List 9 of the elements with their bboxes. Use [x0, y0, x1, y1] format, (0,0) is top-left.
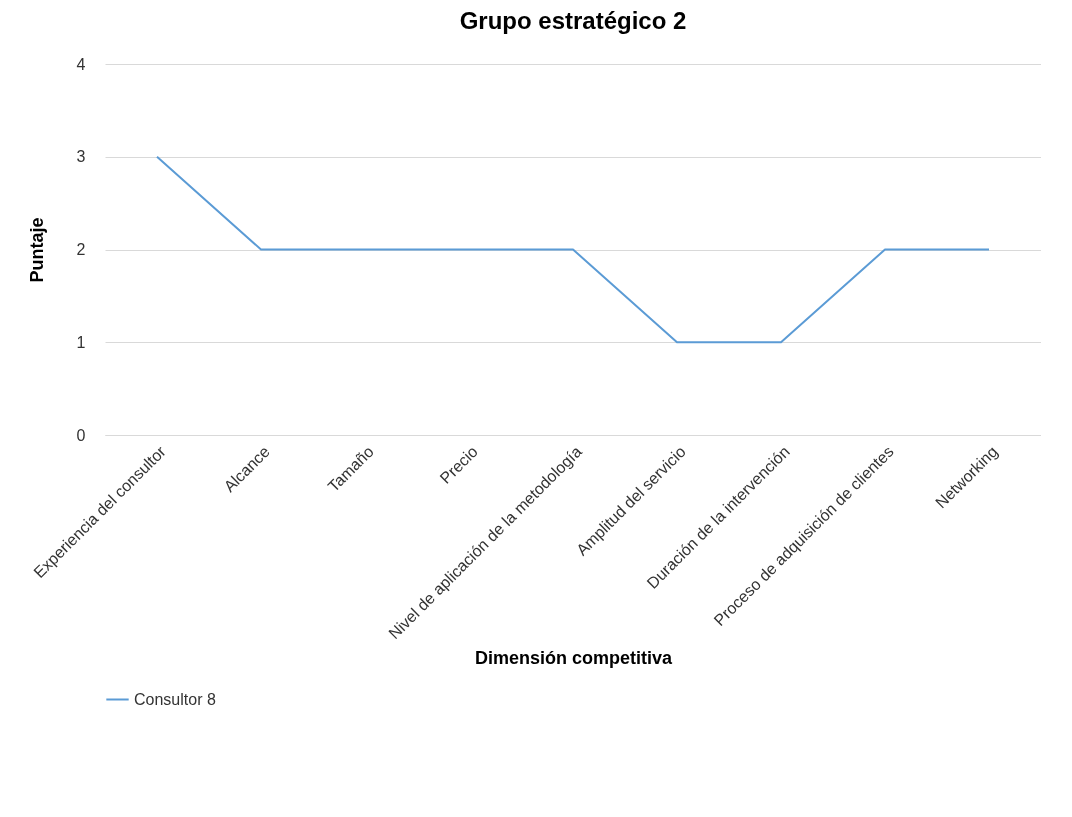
y-axis-title: Puntaje	[26, 217, 47, 283]
y-tick-label: 0	[76, 426, 86, 444]
x-axis-title: Dimensión competitiva	[474, 647, 674, 668]
y-tick-label: 2	[76, 241, 86, 258]
y-tick-label: 1	[76, 333, 86, 351]
y-tick-label: 4	[76, 55, 86, 73]
legend-label: Consultor 8	[134, 690, 216, 708]
chart-title: Grupo estratégico 2	[459, 7, 687, 34]
y-tick-label: 3	[76, 148, 86, 166]
